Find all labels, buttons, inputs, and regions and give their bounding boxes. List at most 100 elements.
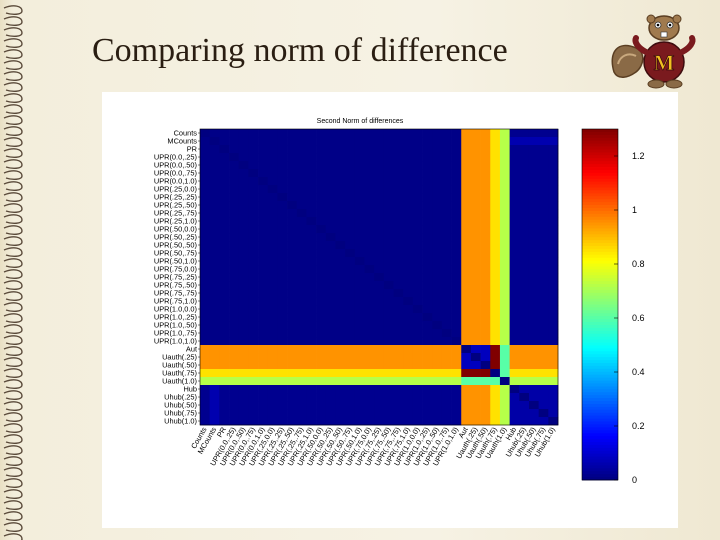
heatmap-cell: [345, 385, 356, 394]
colorbar-segment: [582, 453, 618, 457]
heatmap-cell: [470, 321, 481, 330]
heatmap-cell: [229, 289, 240, 298]
heatmap-cell: [548, 281, 559, 290]
heatmap-cell: [499, 177, 510, 186]
heatmap-cell: [325, 233, 336, 242]
heatmap-cell: [509, 417, 520, 426]
colorbar-segment: [582, 266, 618, 270]
colorbar-segment: [582, 316, 618, 320]
y-tick-label: Uhub(.75): [164, 408, 197, 417]
heatmap-cell: [403, 185, 414, 194]
heatmap-cell: [277, 177, 288, 186]
heatmap-cell: [287, 169, 298, 178]
heatmap-cell: [306, 217, 317, 226]
heatmap-cells: [199, 128, 559, 426]
heatmap-cell: [422, 313, 433, 322]
heatmap-cell: [267, 401, 278, 410]
heatmap-cell: [325, 161, 336, 170]
heatmap-cell: [528, 369, 539, 378]
heatmap-cell: [548, 313, 559, 322]
heatmap-cell: [441, 169, 452, 178]
heatmap-cell: [393, 257, 404, 266]
heatmap-cell: [296, 169, 307, 178]
heatmap-cell: [393, 249, 404, 258]
heatmap-cell: [364, 129, 375, 138]
heatmap-cell: [412, 145, 423, 154]
heatmap-cell: [296, 249, 307, 258]
heatmap-cell: [422, 273, 433, 282]
heatmap-cell: [403, 129, 414, 138]
heatmap-cell: [267, 185, 278, 194]
heatmap-cell: [451, 281, 462, 290]
heatmap-cell: [528, 417, 539, 426]
heatmap-cell: [461, 161, 472, 170]
heatmap-cell: [509, 289, 520, 298]
heatmap-cell: [528, 249, 539, 258]
heatmap-cell: [229, 305, 240, 314]
heatmap-cell: [528, 161, 539, 170]
heatmap-cell: [403, 345, 414, 354]
heatmap-cell: [354, 369, 365, 378]
heatmap-cell: [499, 145, 510, 154]
heatmap-cell: [200, 337, 211, 346]
heatmap-cell: [335, 201, 346, 210]
heatmap-cell: [528, 281, 539, 290]
heatmap-cell: [316, 193, 327, 202]
colorbar-tick-label: 1.2: [632, 151, 645, 161]
colorbar-segment: [582, 412, 618, 417]
heatmap-cell: [470, 257, 481, 266]
colorbar-segment: [582, 205, 618, 209]
heatmap-cell: [490, 329, 501, 338]
colorbar-segment: [582, 246, 618, 250]
heatmap-cell: [238, 201, 249, 210]
heatmap-cell: [480, 385, 491, 394]
colorbar-segment: [582, 228, 618, 232]
heatmap-cell: [548, 185, 559, 194]
heatmap-cell: [200, 385, 211, 394]
heatmap-cell: [238, 281, 249, 290]
heatmap-cell: [509, 225, 520, 234]
heatmap-cell: [229, 377, 240, 386]
heatmap-cell: [316, 185, 327, 194]
heatmap-cell: [258, 193, 269, 202]
heatmap-cell: [490, 145, 501, 154]
heatmap-cell: [209, 417, 220, 426]
heatmap-cell: [267, 345, 278, 354]
heatmap-cell: [538, 273, 549, 282]
heatmap-cell: [287, 289, 298, 298]
heatmap-cell: [441, 193, 452, 202]
heatmap-cell: [403, 305, 414, 314]
heatmap-cell: [548, 417, 559, 426]
heatmap-cell: [393, 321, 404, 330]
heatmap-cell: [296, 265, 307, 274]
heatmap-cell: [229, 193, 240, 202]
heatmap-cell: [325, 209, 336, 218]
heatmap-cell: [393, 177, 404, 186]
heatmap-cell: [374, 321, 385, 330]
heatmap-cell: [209, 273, 220, 282]
heatmap-cell: [538, 145, 549, 154]
heatmap-cell: [499, 225, 510, 234]
heatmap-cell: [229, 329, 240, 338]
heatmap-cell: [296, 417, 307, 426]
heatmap-cell: [258, 241, 269, 250]
heatmap-cell: [451, 137, 462, 146]
heatmap-cell: [509, 201, 520, 210]
heatmap-cell: [480, 193, 491, 202]
heatmap-cell: [412, 329, 423, 338]
heatmap-cell: [441, 257, 452, 266]
heatmap-cell: [209, 361, 220, 370]
heatmap-cell: [412, 249, 423, 258]
heatmap-cell: [258, 345, 269, 354]
heatmap-cell: [277, 241, 288, 250]
heatmap-cell: [364, 281, 375, 290]
heatmap-cell: [441, 241, 452, 250]
heatmap-cell: [374, 305, 385, 314]
colorbar-segment: [582, 187, 618, 191]
heatmap-cell: [209, 249, 220, 258]
heatmap-cell: [480, 409, 491, 418]
colorbar-segment: [582, 216, 618, 221]
heatmap-cell: [412, 201, 423, 210]
heatmap-cell: [519, 377, 530, 386]
heatmap-cell: [238, 337, 249, 346]
